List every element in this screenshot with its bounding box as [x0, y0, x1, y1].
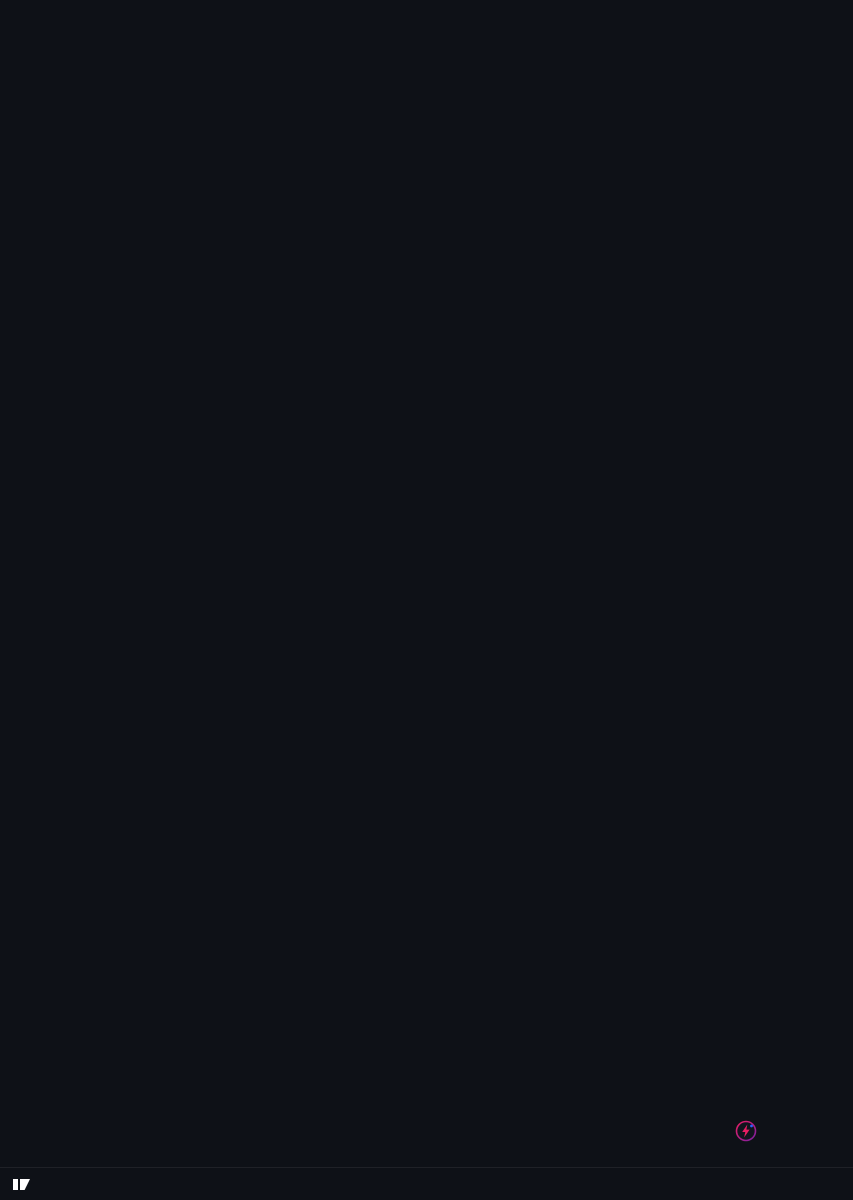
reaction-spark-icon[interactable]	[734, 1119, 758, 1143]
tradingview-logo-icon[interactable]	[12, 1176, 31, 1193]
footer-bar	[0, 1167, 853, 1200]
